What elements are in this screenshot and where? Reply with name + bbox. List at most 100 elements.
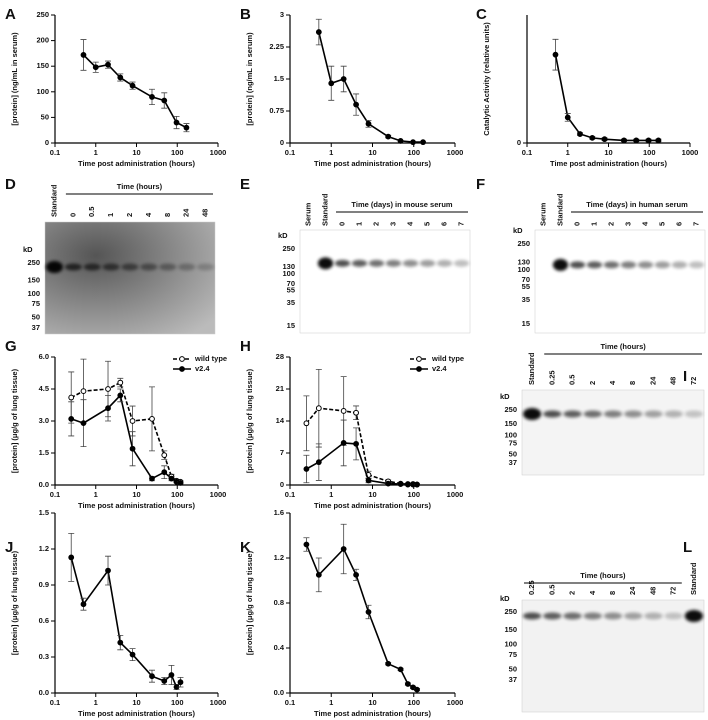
y-tick-label: 0.4	[274, 643, 285, 652]
data-point	[105, 61, 111, 68]
lane-label: 0.25	[527, 580, 536, 595]
y-tick-label: 200	[36, 36, 49, 45]
lane-label: Serum	[303, 202, 312, 226]
panel-label: K	[240, 539, 251, 556]
x-axis-label: Time post administration (hours)	[78, 709, 195, 718]
blot-band	[552, 258, 569, 271]
kd-marker-label: 250	[504, 405, 517, 414]
kd-marker-label: 250	[517, 239, 530, 248]
lane-label: 6	[439, 222, 448, 226]
y-tick-label: 3	[280, 10, 284, 19]
blot-band	[436, 259, 453, 267]
y-tick-label: 14	[276, 416, 285, 425]
data-point	[161, 678, 168, 684]
blot-band	[620, 261, 637, 269]
x-tick-label: 1	[94, 698, 98, 707]
lane-label: 5	[657, 222, 666, 226]
kd-marker-label: 100	[504, 640, 517, 649]
data-point	[365, 609, 372, 615]
data-point	[340, 546, 347, 552]
lane-label: 0.5	[547, 585, 556, 595]
lane-label: 1	[589, 222, 598, 226]
legend-marker	[416, 356, 422, 362]
lane-label: 72	[669, 587, 678, 595]
y-tick-label: 21	[276, 384, 284, 393]
data-point	[353, 101, 359, 108]
blot-band	[569, 261, 586, 269]
x-tick-label: 10	[368, 490, 376, 499]
y-tick-label: 0	[517, 138, 521, 147]
data-point	[365, 477, 372, 484]
lane-label: Standard	[527, 352, 536, 385]
lane-label: 4	[144, 212, 153, 217]
blot-band	[368, 259, 385, 267]
data-point	[117, 379, 124, 386]
lane-label: 4	[640, 221, 649, 226]
blot-band	[644, 410, 663, 418]
data-point	[80, 601, 87, 608]
lane-label: 1	[354, 222, 363, 226]
lane-label: 4	[405, 221, 414, 226]
x-tick-label: 1	[329, 698, 333, 707]
blot-band	[624, 410, 643, 418]
lane-label: 1	[106, 213, 115, 217]
x-tick-label: 0.1	[522, 148, 532, 157]
x-axis-label: Time post administration (hours)	[78, 501, 195, 510]
data-point	[621, 137, 627, 144]
blot-band	[654, 261, 671, 269]
blot-band	[586, 261, 603, 269]
data-point	[633, 137, 640, 144]
data-point	[303, 420, 310, 427]
data-point	[92, 64, 99, 71]
series-line	[305, 544, 418, 691]
y-tick-label: 1.2	[39, 544, 49, 553]
y-tick-label: 1.5	[39, 508, 49, 517]
y-tick-label: 100	[36, 87, 49, 96]
panel-label: D	[5, 176, 16, 193]
kd-marker-label: 55	[522, 282, 530, 291]
panel-label: G	[5, 338, 17, 355]
kd-marker-label: 150	[504, 625, 517, 634]
series-line	[82, 54, 187, 129]
kd-marker-label: 37	[509, 675, 517, 684]
kd-marker-label: 100	[517, 265, 530, 274]
data-point	[68, 415, 75, 422]
kd-label: kD	[500, 594, 510, 603]
y-tick-label: 150	[36, 61, 49, 70]
y-tick-label: 1.5	[39, 448, 49, 457]
blot-band	[523, 408, 542, 420]
kd-marker-label: 100	[504, 430, 517, 439]
blot-band	[664, 410, 683, 418]
x-tick-label: 100	[407, 698, 420, 707]
lane-label: 7	[691, 222, 700, 226]
data-point	[353, 409, 359, 416]
y-tick-label: 28	[276, 352, 284, 361]
panel-label: L	[683, 539, 692, 556]
legend-marker	[179, 356, 185, 362]
lane-label: 8	[608, 591, 617, 595]
kd-marker-label: 150	[504, 419, 517, 428]
x-axis-label: Time post administration (hours)	[78, 159, 195, 168]
panel-label: C	[476, 6, 487, 23]
blot-band	[671, 261, 688, 269]
data-point	[365, 120, 372, 127]
data-point	[397, 137, 404, 144]
data-point	[117, 74, 124, 81]
legend-label: v2.4	[432, 364, 447, 373]
blot-band	[334, 259, 351, 267]
lane-label: 0	[572, 222, 581, 226]
lane-label: 5	[422, 222, 431, 226]
y-axis-label: Catalytic Activity (relative units)	[482, 22, 491, 136]
y-axis-label: [protein] (ng/mL in serum)	[10, 32, 19, 126]
blot-band	[583, 410, 602, 418]
data-point	[117, 392, 124, 399]
lane-group-header: Time (hours)	[600, 342, 646, 351]
blot-image	[534, 229, 706, 334]
panel-label: I	[683, 368, 687, 385]
data-point	[129, 445, 136, 452]
lane-group-header: Time (days) in human serum	[586, 200, 688, 209]
blot-band	[140, 263, 158, 271]
y-tick-label: 50	[41, 112, 49, 121]
data-point	[552, 51, 559, 58]
